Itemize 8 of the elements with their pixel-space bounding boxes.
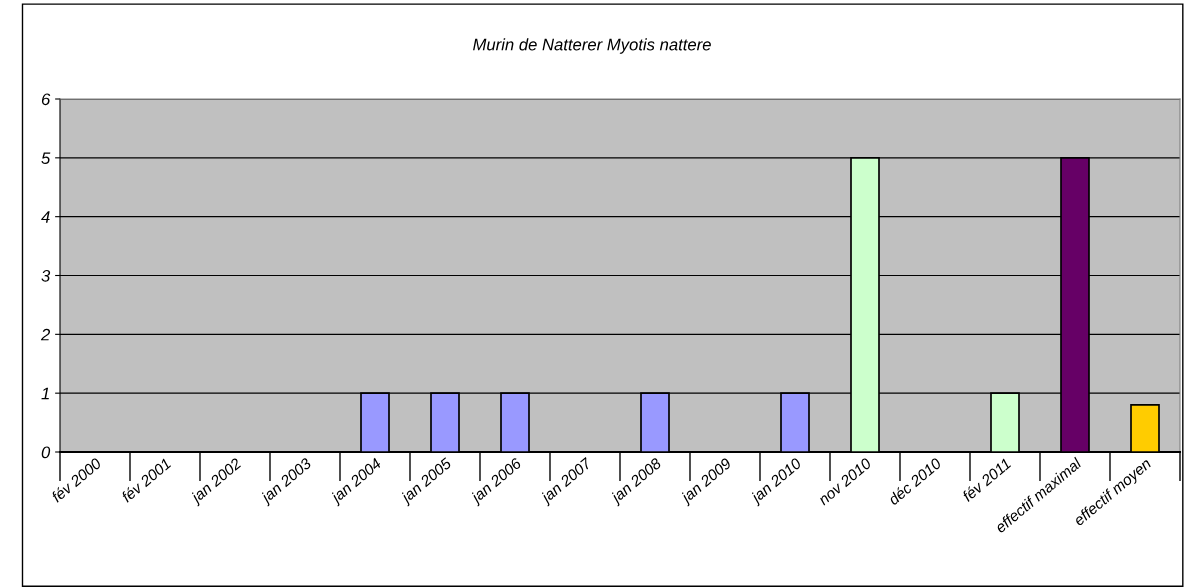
y-tick-label: 6 <box>41 93 51 106</box>
y-tick-label: 4 <box>41 211 50 223</box>
y-tick-label: 1 <box>41 387 49 400</box>
y-tick-label: 2 <box>40 328 51 341</box>
y-tick-label: 3 <box>41 269 51 282</box>
y-tick-label: 5 <box>41 152 51 165</box>
y-tick-label: 0 <box>41 446 51 459</box>
chart-title: Murin de Natterer Myotis nattere <box>473 38 711 54</box>
